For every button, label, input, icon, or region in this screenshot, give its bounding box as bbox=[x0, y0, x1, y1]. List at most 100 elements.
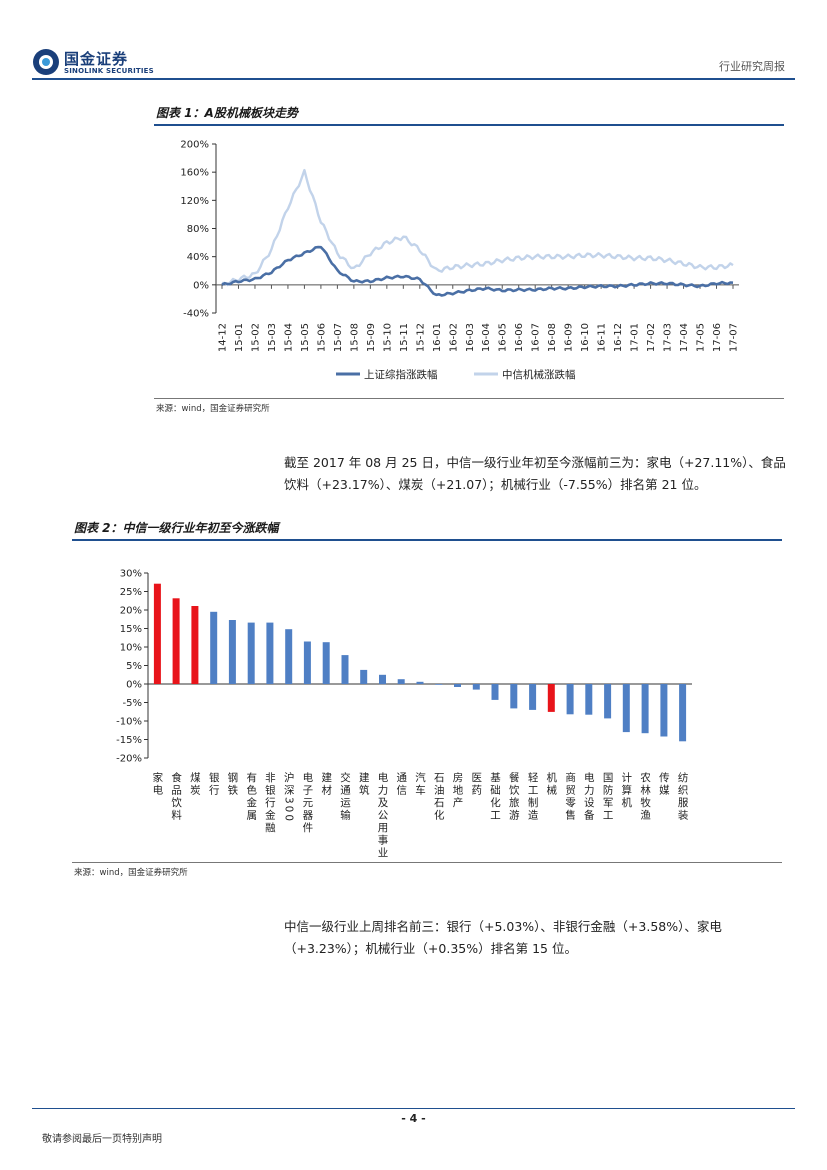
bar-国防军工 bbox=[604, 684, 612, 719]
bar-纺织服装 bbox=[679, 684, 687, 742]
x-category-label: 通信 bbox=[395, 772, 407, 797]
x-tick-label: 16-02 bbox=[448, 323, 459, 352]
page-number: - 4 - bbox=[401, 1112, 426, 1125]
x-category-label: 电力设备 bbox=[583, 771, 595, 822]
y-tick-label: 0% bbox=[193, 280, 209, 291]
figure2-title-line bbox=[72, 539, 782, 541]
x-category-label: 沪深300 bbox=[283, 771, 295, 823]
x-category-label: 建筑 bbox=[358, 771, 370, 797]
y-tick-label: 120% bbox=[180, 196, 209, 207]
x-category-label: 煤炭 bbox=[189, 771, 201, 797]
x-category-label: 轻工制造 bbox=[527, 771, 539, 822]
x-tick-label: 15-04 bbox=[283, 323, 294, 352]
y-tick-label: 40% bbox=[187, 252, 209, 263]
x-category-label: 计算机 bbox=[620, 771, 632, 809]
x-category-label: 汽车 bbox=[414, 771, 426, 797]
x-tick-label: 16-11 bbox=[597, 323, 608, 352]
legend-label-2: 中信机械涨跌幅 bbox=[502, 368, 576, 381]
series-line-1 bbox=[221, 245, 734, 297]
bar-基础化工 bbox=[491, 684, 499, 700]
bar-电子元器件 bbox=[303, 641, 311, 684]
bar-汽车 bbox=[416, 681, 424, 684]
x-tick-label: 16-06 bbox=[514, 323, 525, 352]
figure1-title-line bbox=[154, 124, 784, 126]
bar-电力及公用事业 bbox=[379, 674, 386, 685]
x-tick-label: 15-02 bbox=[250, 323, 261, 352]
bar-传媒 bbox=[660, 684, 668, 737]
x-category-label: 商贸零售 bbox=[564, 771, 576, 822]
company-name-cn: 国金证券 bbox=[64, 50, 129, 68]
bar-商贸零售 bbox=[566, 684, 574, 715]
bar-家电 bbox=[153, 583, 161, 684]
x-tick-label: 15-11 bbox=[399, 323, 410, 352]
bar-建筑 bbox=[360, 669, 368, 684]
y-tick-label: 0% bbox=[126, 680, 142, 691]
x-category-label: 有色金属 bbox=[245, 771, 257, 822]
bar-通信 bbox=[397, 679, 405, 684]
x-tick-label: 15-01 bbox=[234, 323, 245, 352]
bar-机械 bbox=[547, 684, 555, 712]
y-tick-label: -10% bbox=[116, 717, 142, 728]
figure2-title: 图表 2：中信一级行业年初至今涨跌幅 bbox=[74, 521, 279, 535]
header-divider bbox=[32, 78, 795, 80]
x-category-label: 石油石化 bbox=[433, 772, 445, 822]
bar-石油石化 bbox=[435, 684, 443, 685]
y-tick-label: 10% bbox=[120, 643, 142, 654]
bar-餐饮旅游 bbox=[510, 684, 518, 709]
x-tick-label: 15-07 bbox=[333, 323, 344, 352]
bar-钢铁 bbox=[228, 620, 236, 684]
footer-divider bbox=[32, 1108, 795, 1109]
bar-房地产 bbox=[454, 684, 461, 687]
x-tick-label: 17-01 bbox=[630, 323, 641, 352]
bar-计算机 bbox=[622, 684, 630, 733]
x-tick-label: 16-12 bbox=[613, 323, 624, 352]
figure2-source-line bbox=[72, 862, 782, 863]
x-category-label: 钢铁 bbox=[226, 771, 238, 797]
x-tick-label: 17-06 bbox=[712, 323, 723, 352]
y-tick-label: -5% bbox=[123, 698, 142, 709]
paragraph-ytd-ranking: 截至 2017 年 08 月 25 日，中信一级行业年初至今涨幅前三为：家电（+… bbox=[284, 455, 786, 492]
bar-食品饮料 bbox=[172, 598, 180, 684]
x-category-label: 房地产 bbox=[452, 771, 464, 809]
x-category-label: 传媒 bbox=[658, 772, 670, 797]
y-tick-label: 25% bbox=[120, 587, 142, 598]
figure2-source: 来源：wind，国金证券研究所 bbox=[74, 868, 188, 878]
x-category-label: 电力及公用事业 bbox=[377, 771, 389, 859]
x-category-label: 基础化工 bbox=[489, 771, 501, 822]
bar-非银行金融 bbox=[266, 622, 274, 684]
x-tick-label: 16-07 bbox=[531, 323, 542, 352]
y-tick-label: 15% bbox=[120, 624, 142, 635]
x-tick-label: 16-08 bbox=[547, 323, 558, 352]
x-tick-label: 16-01 bbox=[432, 323, 443, 352]
x-tick-label: 16-10 bbox=[580, 323, 591, 352]
disclaimer: 敬请参阅最后一页特别声明 bbox=[42, 1134, 162, 1145]
x-category-label: 国防军工 bbox=[602, 772, 614, 822]
x-category-label: 纺织服装 bbox=[677, 771, 689, 822]
x-tick-label: 15-03 bbox=[267, 323, 278, 352]
paragraph-weekly-ranking: 中信一级行业上周排名前三：银行（+5.03%）、非银行金融（+3.58%）、家电… bbox=[284, 919, 722, 956]
x-tick-label: 15-06 bbox=[316, 323, 327, 352]
y-tick-label: 5% bbox=[126, 661, 142, 672]
legend-label-1: 上证综指涨跌幅 bbox=[364, 368, 438, 381]
x-category-label: 机械 bbox=[545, 771, 557, 797]
bar-电力设备 bbox=[585, 684, 593, 715]
bar-农林牧渔 bbox=[641, 684, 649, 734]
y-tick-label: 200% bbox=[180, 140, 209, 151]
y-tick-label: 160% bbox=[180, 168, 209, 179]
x-category-label: 食品饮料 bbox=[170, 771, 182, 822]
x-tick-label: 15-05 bbox=[300, 323, 311, 352]
bar-建材 bbox=[322, 642, 330, 684]
y-tick-label: -20% bbox=[116, 754, 142, 765]
x-tick-label: 16-05 bbox=[498, 323, 509, 352]
bar-沪深300 bbox=[285, 629, 293, 684]
figure1-line-chart: -40% 0% 40% 80% 120% 160% 200% 14-12 15-01 15-02 1… bbox=[180, 140, 739, 382]
x-tick-label: 15-08 bbox=[349, 323, 360, 352]
x-tick-label: 15-12 bbox=[415, 323, 426, 352]
x-tick-label: 16-09 bbox=[564, 323, 575, 352]
x-tick-label: 16-04 bbox=[481, 323, 492, 352]
report-type: 行业研究周报 bbox=[719, 60, 785, 73]
bar-轻工制造 bbox=[529, 684, 537, 710]
y-tick-label: 30% bbox=[120, 569, 142, 580]
logo-icon bbox=[33, 49, 59, 75]
x-category-label: 建材 bbox=[320, 771, 332, 797]
